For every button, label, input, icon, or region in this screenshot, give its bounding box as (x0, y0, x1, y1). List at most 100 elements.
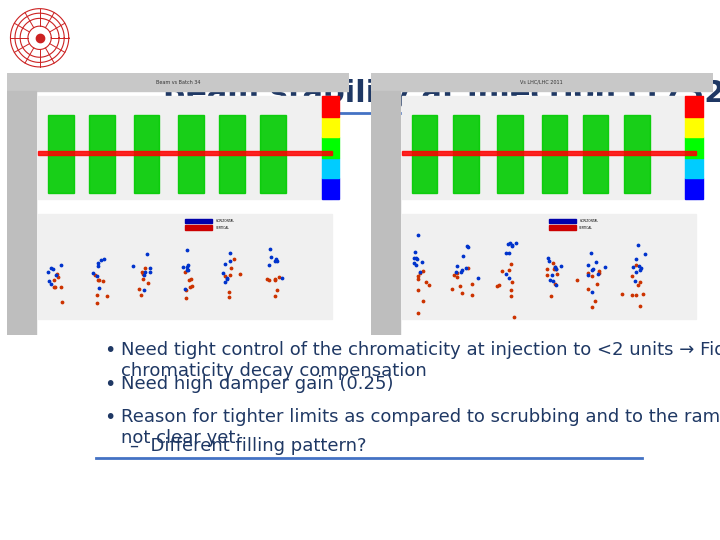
Point (505, 286, 517, 294)
Point (633, 261, 644, 270)
Point (631, 261, 642, 270)
Point (582, 261, 594, 269)
Point (56, 298, 68, 307)
Point (94, 276, 105, 285)
Point (586, 302, 598, 311)
Point (177, 263, 189, 272)
Point (185, 275, 197, 284)
Bar (322, 178, 339, 199)
Point (420, 278, 431, 286)
Point (127, 261, 139, 270)
Point (543, 256, 554, 265)
Bar (402, 151, 696, 156)
Bar (38, 97, 332, 199)
Bar (453, 115, 479, 193)
Point (224, 293, 235, 301)
Point (636, 263, 647, 272)
Point (549, 263, 560, 272)
Point (633, 241, 644, 249)
Point (276, 274, 287, 282)
Point (93, 276, 104, 285)
Point (549, 263, 560, 272)
Bar (371, 73, 713, 91)
Point (91, 299, 103, 307)
Bar (48, 115, 74, 193)
Bar (402, 97, 696, 199)
Point (449, 271, 460, 280)
Point (225, 264, 236, 272)
Point (409, 254, 420, 263)
Point (546, 292, 557, 300)
Point (467, 280, 478, 288)
Point (503, 274, 515, 282)
Point (181, 266, 193, 274)
Point (183, 261, 194, 269)
Point (466, 291, 477, 300)
Point (451, 268, 463, 277)
Point (587, 272, 598, 280)
Bar (685, 97, 703, 117)
Point (626, 271, 638, 280)
Bar (7, 91, 36, 335)
Point (88, 269, 99, 278)
Point (416, 258, 428, 267)
Bar (7, 73, 349, 91)
Point (457, 252, 469, 260)
Point (222, 273, 233, 282)
Bar (685, 178, 703, 199)
Point (460, 264, 472, 273)
Point (102, 292, 113, 301)
Point (510, 238, 521, 247)
Point (546, 271, 558, 279)
Text: Need high damper gain (0.25): Need high damper gain (0.25) (121, 375, 393, 393)
Bar (185, 225, 212, 230)
Bar (412, 115, 438, 193)
Bar (402, 214, 696, 319)
Point (264, 245, 276, 254)
Point (42, 267, 54, 276)
Point (224, 256, 235, 265)
Point (409, 248, 420, 256)
Point (269, 275, 281, 284)
Point (586, 288, 598, 296)
Text: •: • (104, 408, 115, 427)
Point (142, 249, 153, 258)
Point (541, 271, 552, 280)
Point (97, 276, 109, 285)
Point (234, 270, 246, 279)
Point (462, 264, 473, 273)
Point (587, 265, 598, 273)
Point (586, 266, 598, 275)
Point (264, 261, 275, 269)
Text: VERTICAL: VERTICAL (216, 226, 230, 230)
Bar (322, 137, 339, 158)
Point (582, 285, 594, 293)
Point (186, 281, 198, 290)
Point (456, 289, 468, 298)
Point (505, 291, 517, 300)
Bar (582, 115, 608, 193)
Point (593, 270, 604, 279)
Point (462, 243, 474, 252)
Point (629, 277, 640, 286)
Point (50, 271, 62, 279)
Point (274, 273, 285, 281)
Bar (322, 117, 339, 137)
Point (508, 312, 520, 321)
Point (594, 266, 606, 275)
Point (626, 291, 638, 299)
Point (631, 291, 642, 299)
Point (222, 275, 233, 284)
Point (555, 262, 567, 271)
Point (506, 278, 518, 286)
Point (503, 266, 514, 274)
Text: –  Different filling pattern?: – Different filling pattern? (130, 437, 366, 455)
Bar (89, 115, 115, 193)
Text: VERTICAL: VERTICAL (580, 226, 593, 230)
Point (52, 272, 63, 281)
Point (541, 265, 552, 274)
Point (410, 260, 422, 269)
Bar (179, 115, 204, 193)
Point (632, 281, 644, 289)
Point (491, 282, 503, 291)
